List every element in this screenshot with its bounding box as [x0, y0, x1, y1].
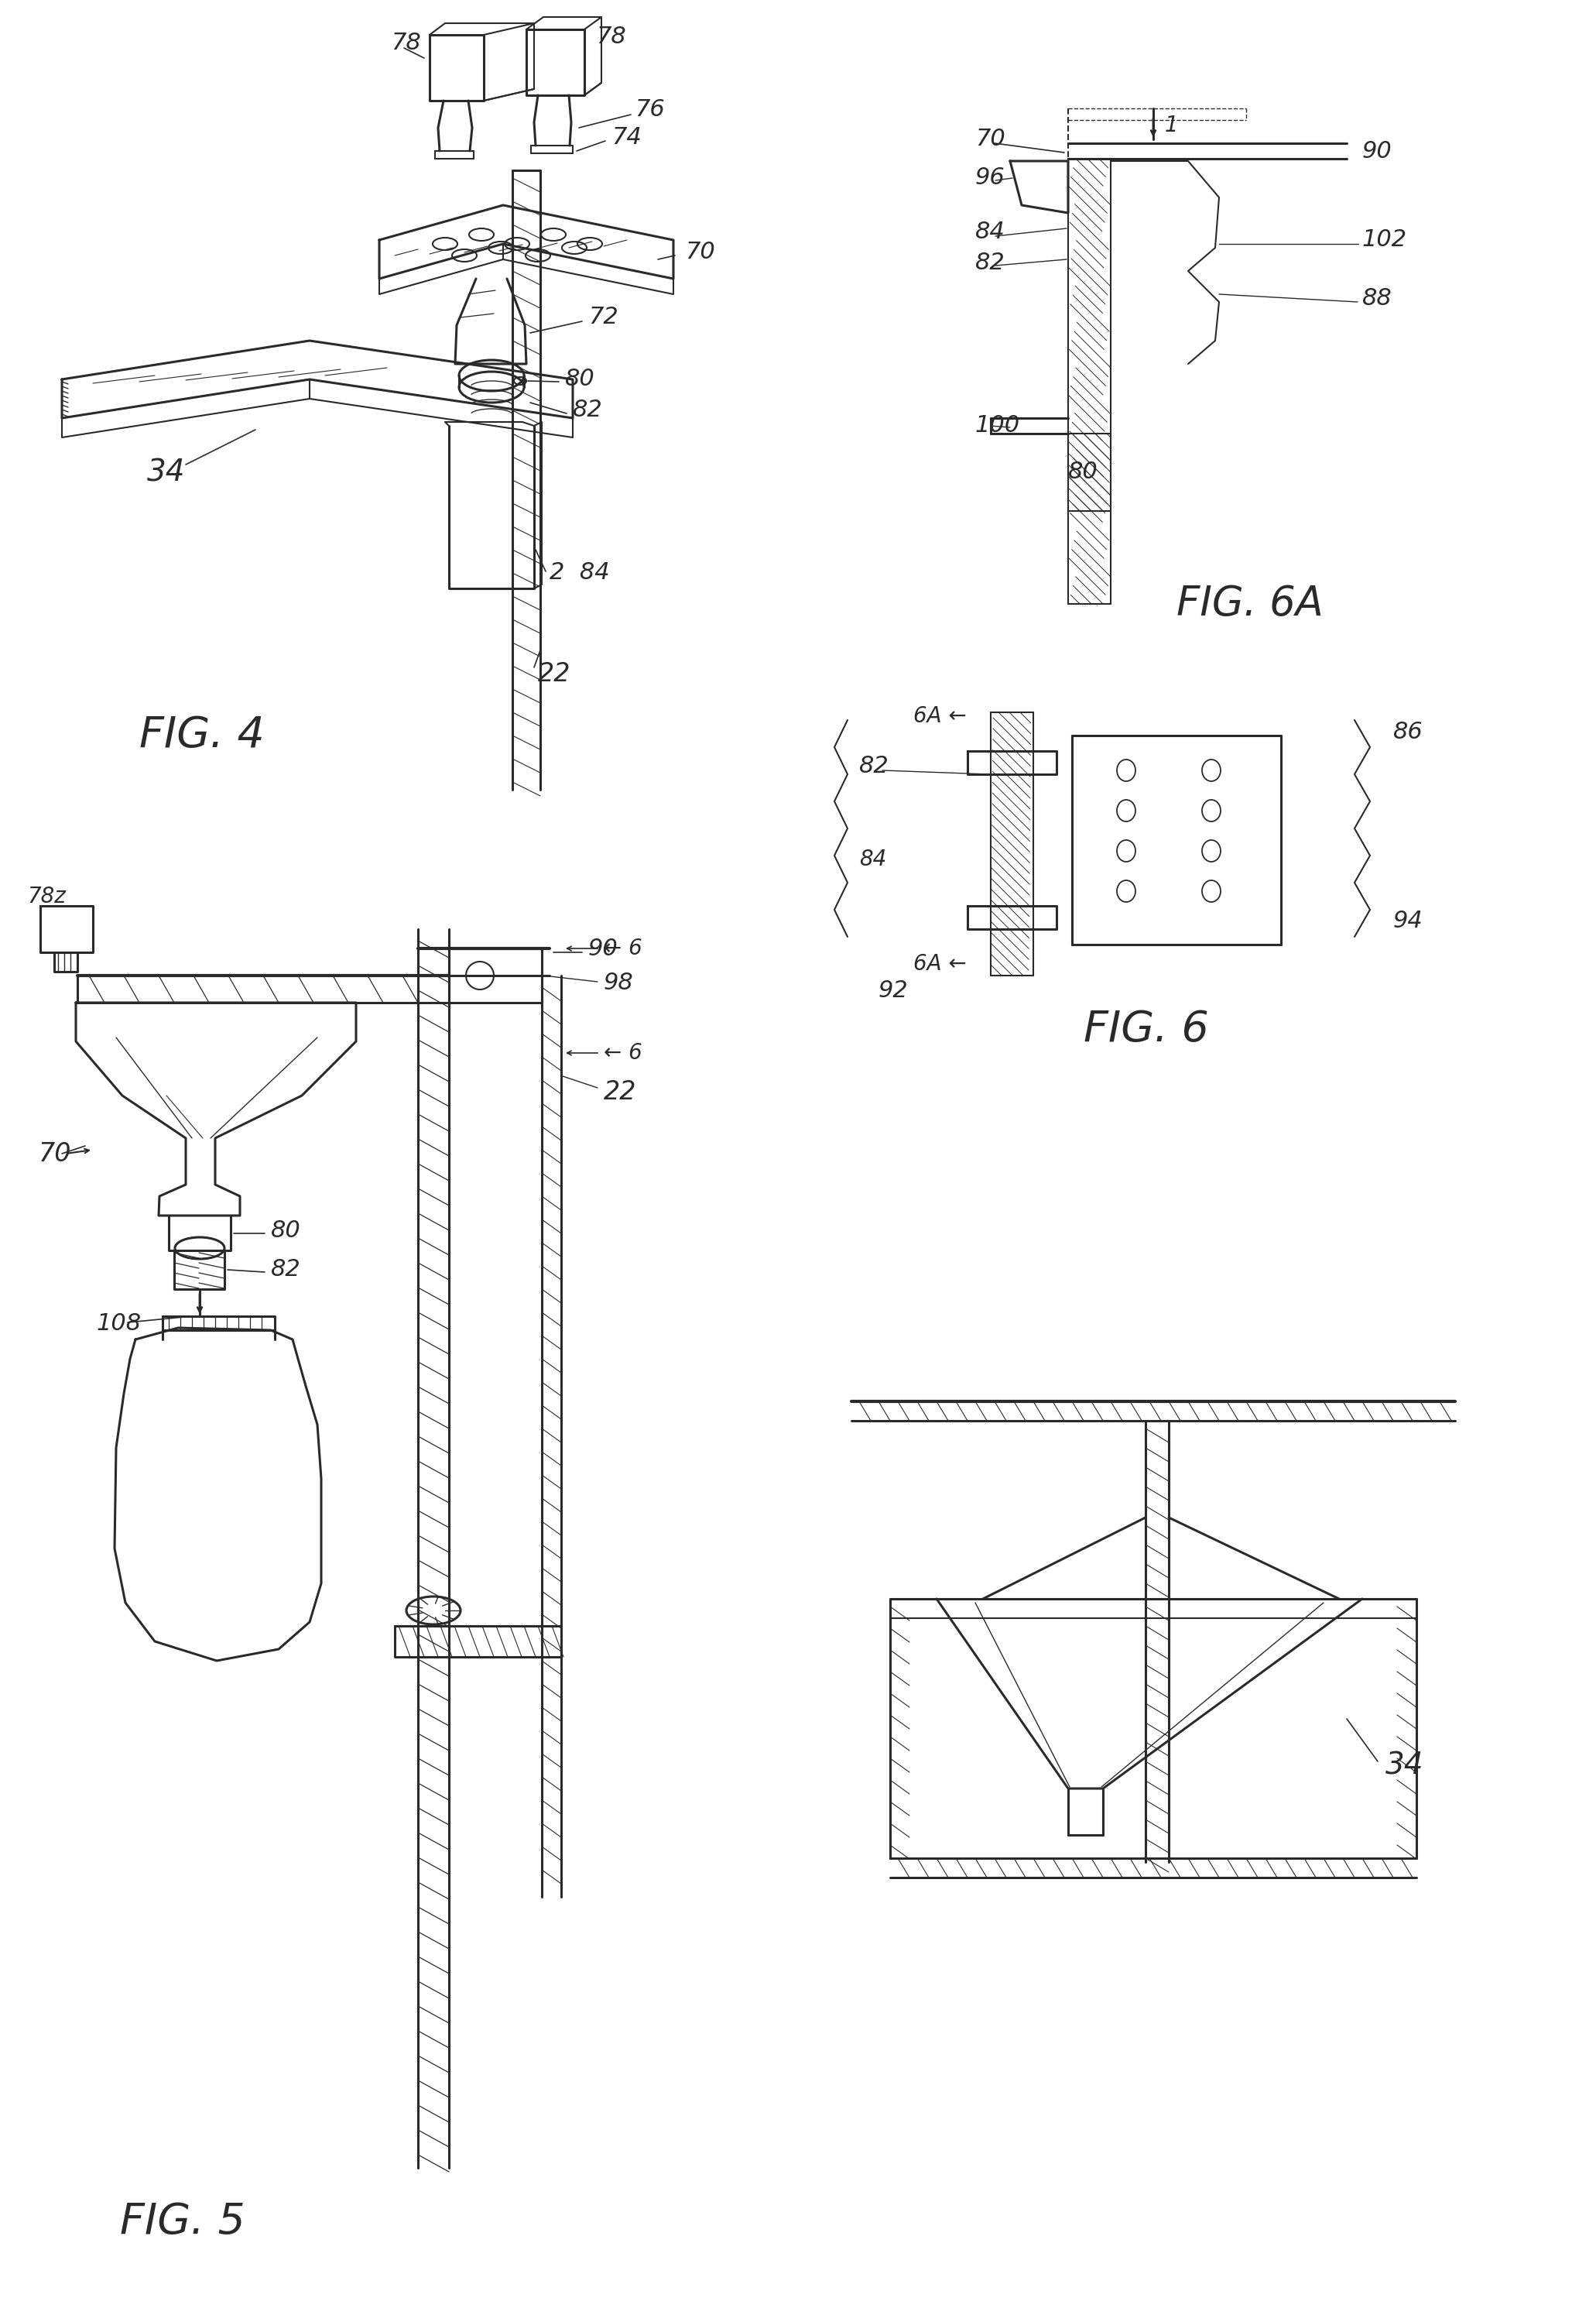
Text: 2  84: 2 84 [549, 563, 610, 583]
Text: 82: 82 [975, 252, 1005, 275]
Text: 34: 34 [1385, 1750, 1424, 1780]
Text: 78: 78 [391, 32, 421, 53]
Text: 22: 22 [538, 660, 571, 685]
Text: 74: 74 [611, 127, 642, 148]
Text: 34: 34 [147, 458, 185, 486]
Text: 94: 94 [1393, 910, 1424, 933]
Text: 86: 86 [1393, 720, 1424, 743]
Text: 98: 98 [603, 972, 634, 995]
Text: 90: 90 [1363, 139, 1392, 162]
Text: FIG. 4: FIG. 4 [139, 715, 265, 757]
Text: ← 6: ← 6 [603, 1042, 642, 1065]
Text: 100: 100 [975, 414, 1020, 438]
Text: 82: 82 [573, 398, 603, 421]
Text: 22: 22 [603, 1079, 637, 1104]
Text: 76: 76 [635, 100, 664, 120]
Text: 72: 72 [589, 306, 618, 329]
Text: 78: 78 [595, 25, 626, 49]
Text: 102: 102 [1363, 229, 1408, 252]
Text: 80: 80 [565, 368, 595, 391]
Text: 82: 82 [271, 1259, 302, 1280]
Text: FIG. 6A: FIG. 6A [1176, 583, 1323, 625]
Text: 6A ←: 6A ← [913, 706, 967, 727]
Text: FIG. 6: FIG. 6 [1084, 1009, 1208, 1051]
Text: 1: 1 [1165, 113, 1178, 137]
Text: 82: 82 [859, 755, 889, 778]
Text: 70: 70 [975, 127, 1005, 150]
Text: 90: 90 [589, 938, 618, 961]
Text: 96: 96 [975, 167, 1005, 190]
Text: 88: 88 [1363, 287, 1392, 310]
Text: 80: 80 [1068, 461, 1098, 484]
Text: 6A ←: 6A ← [913, 954, 967, 975]
Text: 70: 70 [38, 1141, 72, 1167]
Text: 108: 108 [97, 1313, 142, 1336]
Text: 92: 92 [878, 979, 908, 1002]
Text: 84: 84 [859, 850, 886, 870]
Text: 84: 84 [975, 220, 1005, 243]
Text: FIG. 5: FIG. 5 [120, 2202, 246, 2243]
Text: 78z: 78z [27, 887, 65, 907]
Text: 80: 80 [271, 1220, 302, 1243]
Text: ← 6: ← 6 [603, 938, 642, 958]
Text: 70: 70 [685, 241, 715, 264]
